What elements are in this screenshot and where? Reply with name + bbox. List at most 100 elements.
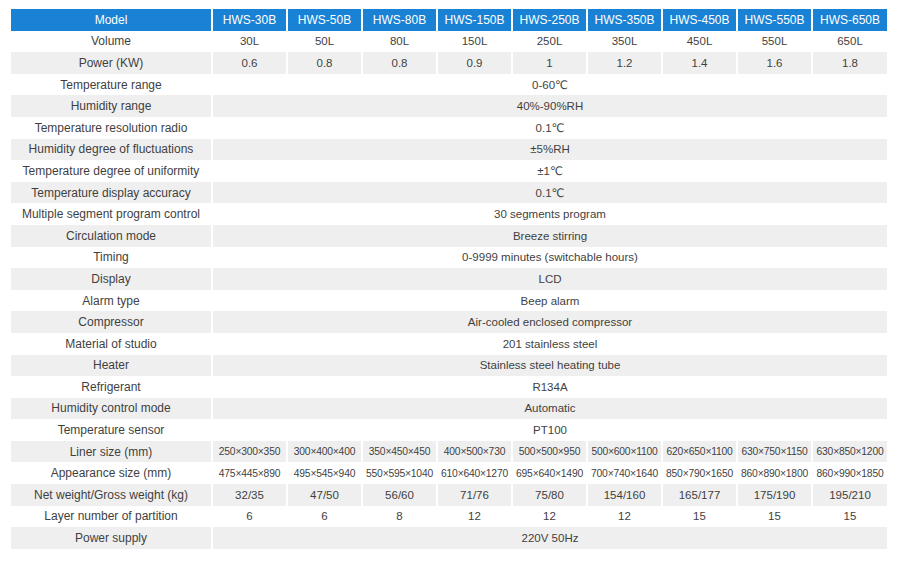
row-label: Heater [11, 355, 212, 377]
row-label: Refrigerant [11, 376, 212, 398]
spec-value-cell: 610×640×1270 [437, 462, 512, 484]
table-row: Temperature degree of uniformity±1℃ [11, 160, 887, 182]
spec-value-cell: 400×500×730 [437, 441, 512, 463]
header-row: ModelHWS-30BHWS-50BHWS-80BHWS-150BHWS-25… [11, 9, 887, 31]
model-header-label: Model [11, 9, 212, 31]
row-label: Compressor [11, 311, 212, 333]
table-row: Humidity range40%-90%RH [11, 95, 887, 117]
spec-value-cell: 6 [212, 506, 287, 528]
spec-value-cell: 500×500×950 [512, 441, 587, 463]
column-header: HWS-550B [737, 9, 812, 31]
spec-value-cell: 630×750×1150 [737, 441, 812, 463]
spec-value-cell: 12 [437, 506, 512, 528]
spec-value-cell: 850×790×1650 [662, 462, 737, 484]
table-row: Net weight/Gross weight (kg)32/3547/5056… [11, 484, 887, 506]
spec-value-cell: 450L [662, 31, 737, 53]
spec-value-merged: R134A [212, 376, 887, 398]
column-header: HWS-350B [587, 9, 662, 31]
row-label: Power supply [11, 527, 212, 549]
table-row: RefrigerantR134A [11, 376, 887, 398]
row-label: Temperature display accuracy [11, 182, 212, 204]
spec-value-cell: 0.8 [287, 52, 362, 74]
table-row: Material of studio201 stainless steel [11, 333, 887, 355]
spec-value-cell: 550×595×1040 [362, 462, 437, 484]
spec-value-cell: 550L [737, 31, 812, 53]
table-row: Volume30L50L80L150L250L350L450L550L650L [11, 31, 887, 53]
table-row: Multiple segment program control30 segme… [11, 203, 887, 225]
spec-value-cell: 1 [512, 52, 587, 74]
column-header: HWS-250B [512, 9, 587, 31]
spec-value-merged: Stainless steel heating tube [212, 355, 887, 377]
spec-value-merged: ±1℃ [212, 160, 887, 182]
spec-value-merged: Automatic [212, 398, 887, 420]
row-label: Temperature resolution radio [11, 117, 212, 139]
spec-table: ModelHWS-30BHWS-50BHWS-80BHWS-150BHWS-25… [11, 9, 887, 549]
spec-value-cell: 75/80 [512, 484, 587, 506]
spec-value-cell: 695×640×1490 [512, 462, 587, 484]
spec-value-cell: 71/76 [437, 484, 512, 506]
table-row: Circulation modeBreeze stirring [11, 225, 887, 247]
row-label: Temperature range [11, 74, 212, 96]
table-row: Timing0-9999 minutes (switchable hours) [11, 247, 887, 269]
spec-value-merged: Breeze stirring [212, 225, 887, 247]
column-header: HWS-50B [287, 9, 362, 31]
spec-value-cell: 620×650×1100 [662, 441, 737, 463]
spec-value-cell: 175/190 [737, 484, 812, 506]
spec-value-merged: Air-cooled enclosed compressor [212, 311, 887, 333]
spec-value-merged: PT100 [212, 419, 887, 441]
spec-value-merged: ±5%RH [212, 139, 887, 161]
spec-value-cell: 300×400×400 [287, 441, 362, 463]
table-row: Humidity control modeAutomatic [11, 398, 887, 420]
spec-value-cell: 1.6 [737, 52, 812, 74]
spec-value-cell: 30L [212, 31, 287, 53]
spec-value-cell: 250×300×350 [212, 441, 287, 463]
row-label: Humidity control mode [11, 398, 212, 420]
row-label: Material of studio [11, 333, 212, 355]
spec-value-cell: 1.2 [587, 52, 662, 74]
row-label: Circulation mode [11, 225, 212, 247]
table-row: Temperature display accuracy0.1℃ [11, 182, 887, 204]
spec-value-cell: 32/35 [212, 484, 287, 506]
spec-value-cell: 165/177 [662, 484, 737, 506]
spec-value-merged: 0-60℃ [212, 74, 887, 96]
table-row: Power supply220V 50Hz [11, 527, 887, 549]
spec-value-merged: 40%-90%RH [212, 95, 887, 117]
row-label: Appearance size (mm) [11, 462, 212, 484]
row-label: Volume [11, 31, 212, 53]
row-label: Humidity degree of fluctuations [11, 139, 212, 161]
spec-value-cell: 475×445×890 [212, 462, 287, 484]
spec-value-cell: 80L [362, 31, 437, 53]
table-body: Volume30L50L80L150L250L350L450L550L650L P… [11, 31, 887, 549]
table-row: Layer number of partition668121212151515 [11, 506, 887, 528]
spec-value-cell: 0.6 [212, 52, 287, 74]
spec-value-cell: 650L [812, 31, 887, 53]
column-header: HWS-150B [437, 9, 512, 31]
spec-value-cell: 154/160 [587, 484, 662, 506]
spec-value-cell: 150L [437, 31, 512, 53]
column-header: HWS-30B [212, 9, 287, 31]
spec-value-cell: 860×990×1850 [812, 462, 887, 484]
spec-value-cell: 700×740×1640 [587, 462, 662, 484]
spec-value-cell: 47/50 [287, 484, 362, 506]
table-row: DisplayLCD [11, 268, 887, 290]
spec-value-cell: 0.9 [437, 52, 512, 74]
spec-value-cell: 8 [362, 506, 437, 528]
spec-value-cell: 195/210 [812, 484, 887, 506]
column-header: HWS-450B [662, 9, 737, 31]
table-row: Temperature range0-60℃ [11, 74, 887, 96]
table-row: CompressorAir-cooled enclosed compressor [11, 311, 887, 333]
table-row: Power (KW)0.60.80.80.911.21.41.61.8 [11, 52, 887, 74]
table-row: Temperature resolution radio0.1℃ [11, 117, 887, 139]
row-label: Alarm type [11, 290, 212, 312]
table-row: Temperature sensorPT100 [11, 419, 887, 441]
spec-value-cell: 6 [287, 506, 362, 528]
spec-value-cell: 15 [812, 506, 887, 528]
column-header: HWS-650B [812, 9, 887, 31]
spec-sheet: ModelHWS-30BHWS-50BHWS-80BHWS-150BHWS-25… [11, 9, 887, 549]
spec-value-cell: 0.8 [362, 52, 437, 74]
spec-value-cell: 350L [587, 31, 662, 53]
table-row: Alarm typeBeep alarm [11, 290, 887, 312]
row-label: Net weight/Gross weight (kg) [11, 484, 212, 506]
spec-value-cell: 350×450×450 [362, 441, 437, 463]
row-label: Liner size (mm) [11, 441, 212, 463]
